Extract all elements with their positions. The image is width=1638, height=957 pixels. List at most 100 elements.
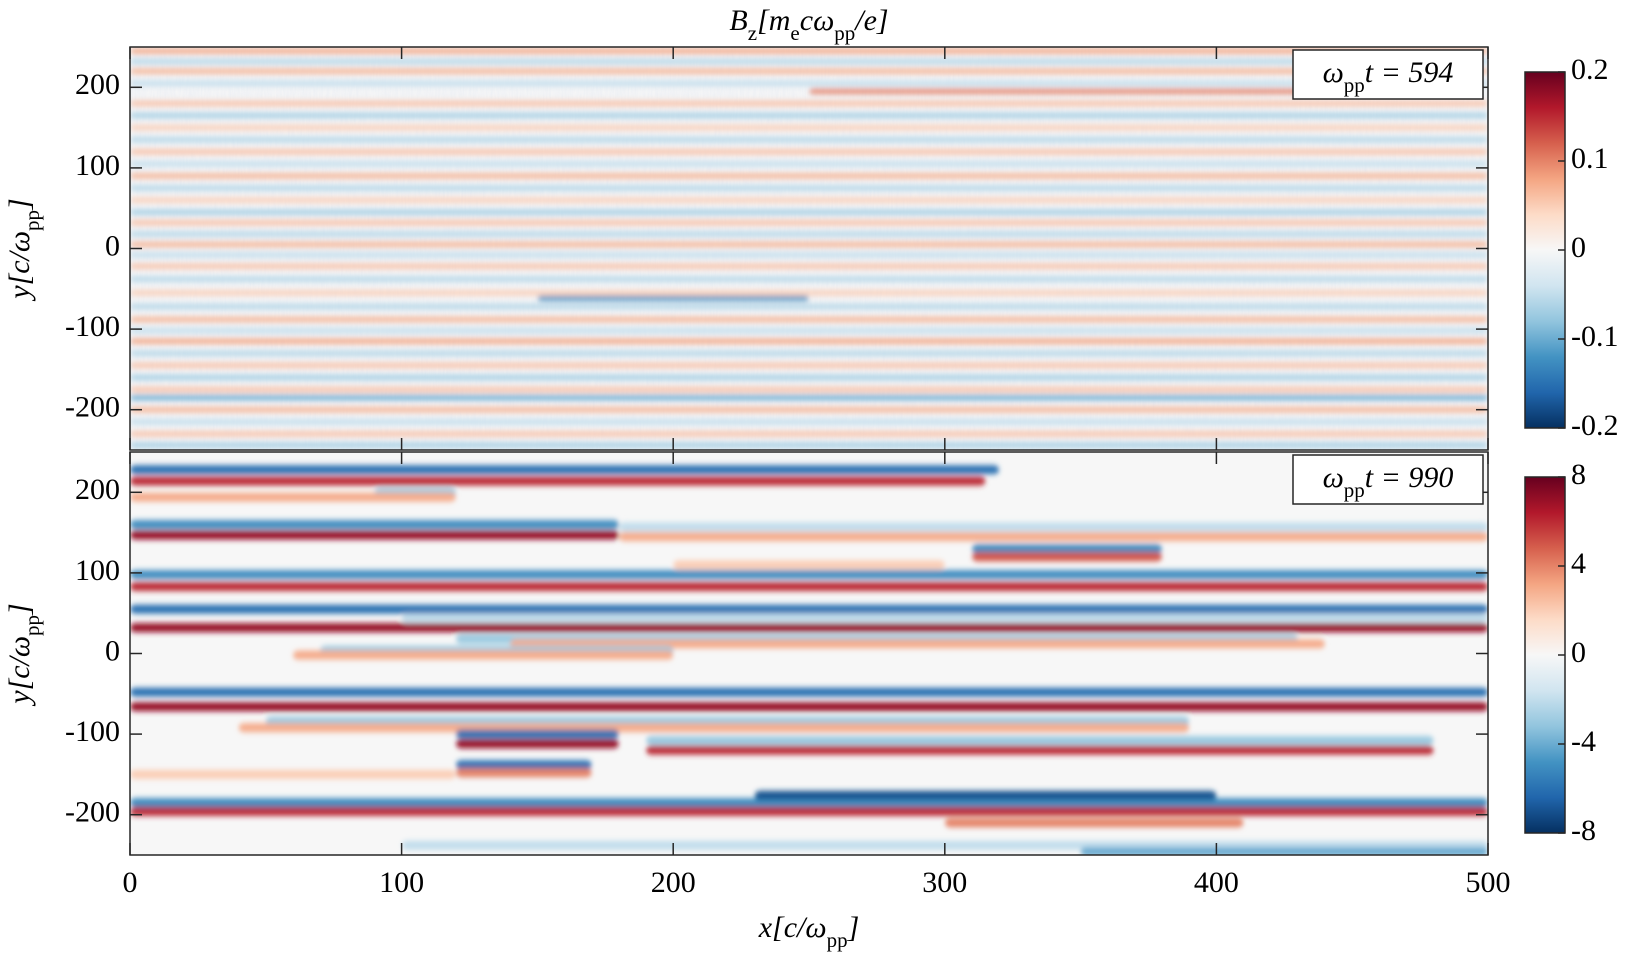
annotation: ωppt = 594 [1323, 56, 1454, 97]
stripe [130, 520, 619, 529]
stripe [130, 582, 1488, 592]
stripe [130, 687, 1488, 697]
stripe [130, 328, 1488, 334]
text-part: y[c/ω [3, 231, 36, 302]
stripe [455, 739, 619, 749]
stripe [130, 387, 1488, 392]
stripe [130, 431, 1488, 437]
y-tick-label: -200 [65, 391, 120, 424]
colorbar-tick-label: -0.2 [1571, 409, 1619, 442]
subscript: pp [20, 615, 44, 636]
stripe [130, 702, 1488, 712]
stripe [130, 185, 1488, 191]
text-part: cω [800, 4, 835, 37]
subscript: e [790, 21, 799, 45]
stripe [130, 604, 1488, 614]
stripe [673, 560, 945, 570]
colorbar-tick-label: 0 [1571, 231, 1586, 264]
field [130, 465, 1488, 855]
stripe [130, 197, 1488, 203]
y-tick-label: -100 [65, 715, 120, 748]
stripe [130, 161, 1488, 167]
stripe [130, 465, 1000, 475]
text-part: ] [3, 603, 36, 616]
stripe [537, 296, 809, 301]
subscript: pp [1344, 73, 1365, 97]
stripe [455, 729, 619, 739]
colorbar-tick-label: 0 [1571, 636, 1586, 669]
subscript: z [748, 21, 757, 45]
y-axis-label: y[c/ωpp] [3, 603, 44, 707]
stripe [130, 209, 1488, 215]
stripe [130, 570, 1488, 579]
chart-title: Bz[mecωpp/e] [729, 4, 888, 45]
stripe [130, 769, 456, 779]
x-axis-label: x[c/ωpp] [758, 911, 860, 952]
stripe [618, 522, 1488, 532]
panel: -200-1000100200Bz[mecωpp/e]y[c/ωpp]ωppt … [3, 4, 1619, 451]
stripe [130, 220, 1488, 226]
text-part: [m [757, 4, 790, 37]
text-part: x[c/ω [758, 911, 827, 944]
stripe [130, 80, 1488, 86]
stripe [130, 173, 1488, 179]
stripe [292, 650, 674, 660]
stripe [1080, 847, 1488, 855]
stripes [130, 465, 1488, 855]
stripe [130, 149, 1488, 155]
text-part: ω [1323, 56, 1344, 89]
stripe [401, 613, 1488, 623]
stripe [130, 375, 1488, 380]
text-part: y[c/ω [3, 636, 36, 707]
text-part: ] [847, 911, 860, 944]
stripe [130, 137, 1488, 143]
stripe [130, 623, 1488, 633]
stripe [130, 113, 1488, 118]
x-tick-label: 0 [123, 866, 138, 899]
y-tick-label: 200 [75, 473, 120, 506]
stripe [618, 532, 1488, 542]
stripe [754, 790, 1217, 800]
colorbar-tick-label: -0.1 [1571, 320, 1619, 353]
text-part: t = 990 [1365, 461, 1454, 494]
stripe [130, 419, 1488, 425]
y-tick-label: 0 [105, 634, 120, 667]
x-tick-label: 200 [651, 866, 696, 899]
subscript: pp [827, 928, 848, 952]
stripe [646, 736, 1434, 745]
stripe [130, 407, 1488, 413]
stripe [130, 395, 1488, 401]
stripe [130, 304, 1488, 309]
stripe [130, 442, 1488, 448]
stripe [130, 338, 1488, 344]
y-tick-label: 100 [75, 149, 120, 182]
stripe [130, 276, 1488, 282]
stripe [646, 745, 1434, 755]
stripe [510, 639, 1326, 649]
text-part: ω [1323, 461, 1344, 494]
field [130, 47, 1488, 450]
y-tick-label: 0 [105, 229, 120, 262]
subscript: pp [834, 21, 855, 45]
stripe [971, 552, 1163, 562]
stripe [130, 807, 1488, 816]
subscript: pp [1344, 478, 1365, 502]
stripe [238, 723, 1190, 733]
text-part: /e] [853, 4, 888, 37]
annotation-box [1292, 454, 1484, 505]
y-tick-label: -100 [65, 310, 120, 343]
y-tick-label: 200 [75, 68, 120, 101]
stripe [130, 125, 1488, 131]
text-part: t = 594 [1365, 56, 1454, 89]
stripe [130, 101, 1488, 106]
stripe [809, 88, 1353, 94]
stripe [130, 530, 619, 540]
stripe [944, 818, 1244, 828]
colorbar-tick-label: -8 [1571, 814, 1596, 847]
stripe [130, 350, 1488, 356]
stripe [130, 263, 1488, 269]
stripe [130, 798, 1488, 808]
colorbar-tick-label: 0.2 [1571, 53, 1609, 86]
